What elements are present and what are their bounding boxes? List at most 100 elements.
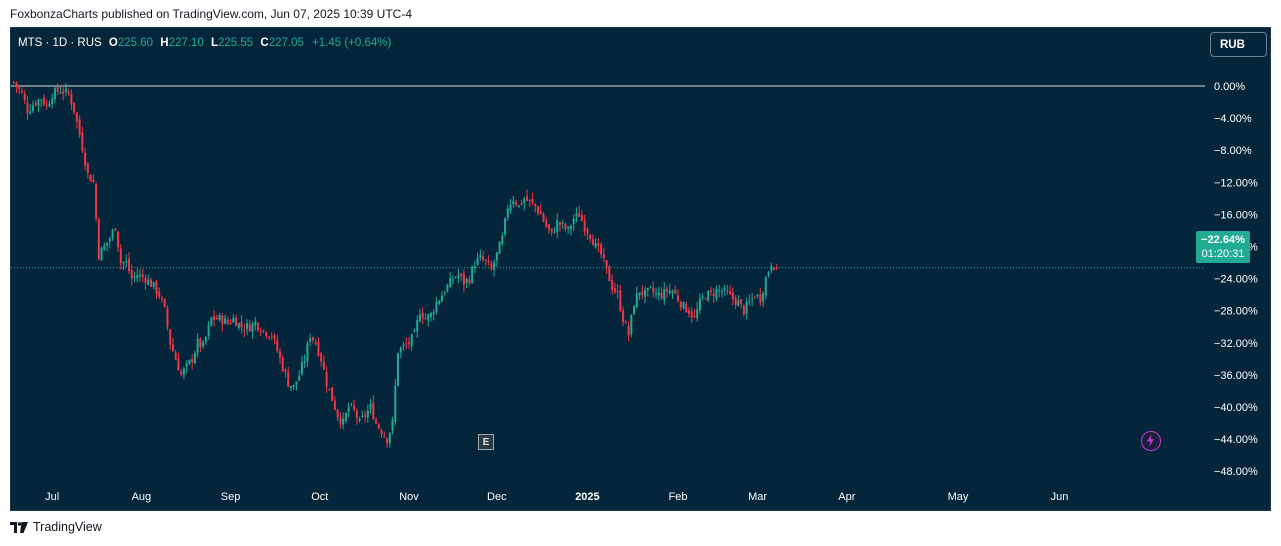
candle-body [707,290,710,301]
candle-body [18,86,21,90]
candle-body [635,293,638,308]
candle-body [163,299,166,307]
candle-body [42,97,45,105]
candle-body [73,102,76,113]
candle-body [180,371,183,375]
bolt-icon[interactable] [1141,431,1161,451]
candle-body [701,296,704,298]
candle-body [40,99,43,101]
candle-body [287,372,290,387]
candle-body [616,290,619,292]
candle-body [619,290,622,311]
candle-body [767,272,770,276]
candle-body [372,402,375,420]
candle-body [751,298,754,300]
candle-body [229,322,232,324]
candle-body [531,199,534,203]
candle-body [111,230,114,239]
candle-body [97,219,100,259]
candle-body [141,274,144,278]
candle-body [259,331,262,333]
candle-body [490,263,493,270]
candle-body [644,290,647,297]
candle-body [476,257,479,265]
candle-body [517,205,520,207]
candle-body [473,266,476,269]
candle-body [649,286,652,288]
candle-body [108,238,111,242]
candle-body [45,105,48,107]
last-price-badge: −22.64% 01:20:31 [1196,231,1250,263]
candle-body [479,255,482,258]
tradingview-logo-icon[interactable] [10,521,28,533]
candlestick-chart[interactable]: 0.00%−4.00%−8.00%−12.00%−16.00%−20.00%−2… [11,28,1270,510]
candle-body [26,102,29,114]
publish-caption: FoxbonzaCharts published on TradingView.… [10,7,413,21]
candle-body [427,314,430,321]
y-tick-label: −36.00% [1214,370,1258,382]
earnings-icon[interactable]: E [478,434,494,450]
candle-body [408,342,410,344]
candle-body [764,277,767,295]
candle-body [748,301,751,303]
candle-body [281,357,284,371]
candle-body [534,203,537,207]
candle-body [698,298,701,311]
candle-body [278,351,281,358]
candle-body [605,260,608,268]
candle-body [770,265,773,271]
candle-body [174,352,177,360]
candle-body [20,91,23,93]
candle-body [59,92,62,94]
candle-body [720,290,723,292]
candle-body [454,277,457,279]
candle-body [589,234,592,239]
candle-body [325,371,328,387]
candle-body [515,202,518,205]
candle-body [202,342,205,347]
candle-body [215,318,218,320]
candle-body [424,318,427,320]
candle-body [682,302,685,309]
candle-body [350,404,353,406]
candle-body [237,322,240,329]
candle-body [377,424,380,429]
candle-body [199,338,202,347]
candle-body [84,152,87,166]
candle-body [432,312,435,314]
footer: TradingView [10,520,102,534]
footer-brand[interactable]: TradingView [33,520,102,534]
high-value: 227.10 [168,37,204,49]
candle-body [399,347,402,353]
candle-body [89,174,92,182]
candle-body [690,311,693,318]
candle-body [539,211,542,215]
candle-body [580,214,583,221]
symbol-label[interactable]: MTS · 1D · RUS [18,37,102,49]
candle-body [397,353,400,386]
candle-body [685,303,688,313]
open-key: O [108,37,118,49]
candle-body [78,119,81,135]
candle-body [149,279,152,287]
candle-body [413,330,416,332]
candle-body [204,336,207,343]
candle-body [339,417,342,424]
candle-body [366,410,369,418]
low-value: 225.55 [217,37,254,49]
candle-body [501,235,504,245]
chart-panel[interactable]: 0.00%−4.00%−8.00%−12.00%−16.00%−20.00%−2… [10,27,1271,511]
currency-button[interactable]: RUB [1210,32,1267,57]
candle-body [460,273,463,276]
candle-body [613,287,616,293]
candle-body [317,341,320,356]
candle-body [130,269,133,279]
candle-body [718,289,721,291]
candle-body [528,199,531,201]
x-tick-label: Jun [1051,491,1069,503]
candle-body [575,213,578,217]
y-tick-label: −24.00% [1214,274,1258,286]
candle-body [734,297,737,305]
candle-body [243,329,246,331]
candle-body [207,324,210,336]
